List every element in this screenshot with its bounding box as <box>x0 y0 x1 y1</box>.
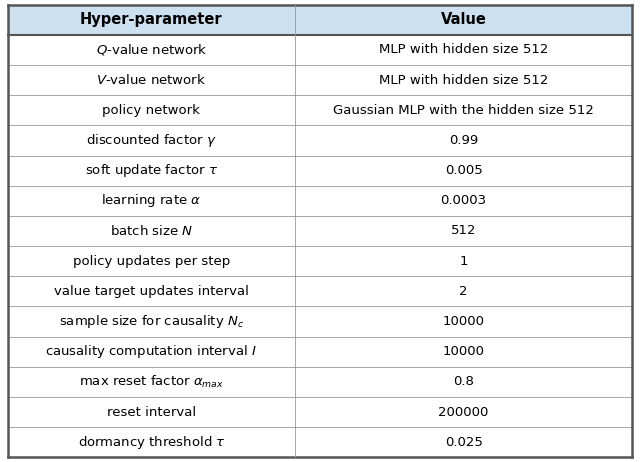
Text: 512: 512 <box>451 225 476 237</box>
Bar <box>8 337 295 367</box>
Text: 1: 1 <box>460 255 468 267</box>
Bar <box>295 306 632 337</box>
Bar <box>295 125 632 156</box>
Bar <box>8 216 295 246</box>
Text: Gaussian MLP with the hidden size 512: Gaussian MLP with the hidden size 512 <box>333 104 594 117</box>
Text: causality computation interval $I$: causality computation interval $I$ <box>45 343 257 360</box>
Bar <box>8 246 295 276</box>
Bar <box>8 427 295 457</box>
Text: 0.005: 0.005 <box>445 164 483 177</box>
Bar <box>295 65 632 95</box>
Text: 10000: 10000 <box>443 315 484 328</box>
Bar <box>8 276 295 306</box>
Bar <box>295 427 632 457</box>
Text: value target updates interval: value target updates interval <box>54 285 249 298</box>
Bar <box>8 306 295 337</box>
Bar <box>295 95 632 125</box>
Text: Value: Value <box>441 12 486 27</box>
Bar <box>295 367 632 397</box>
Text: sample size for causality $N_c$: sample size for causality $N_c$ <box>59 313 244 330</box>
Text: 200000: 200000 <box>438 406 489 419</box>
Text: Hyper-parameter: Hyper-parameter <box>80 12 223 27</box>
Text: batch size $N$: batch size $N$ <box>110 224 193 238</box>
Text: $Q$-value network: $Q$-value network <box>95 43 207 57</box>
Bar <box>295 186 632 216</box>
Bar <box>8 5 295 35</box>
Text: 0.99: 0.99 <box>449 134 478 147</box>
Text: reset interval: reset interval <box>107 406 196 419</box>
Bar <box>8 397 295 427</box>
Bar <box>295 337 632 367</box>
Text: max reset factor $\alpha_{max}$: max reset factor $\alpha_{max}$ <box>79 374 224 390</box>
Text: soft update factor $\tau$: soft update factor $\tau$ <box>85 162 218 179</box>
Text: 10000: 10000 <box>443 345 484 358</box>
Bar <box>8 367 295 397</box>
Bar <box>8 156 295 186</box>
Text: 0.025: 0.025 <box>445 436 483 449</box>
Bar <box>8 35 295 65</box>
Bar <box>295 5 632 35</box>
Text: MLP with hidden size 512: MLP with hidden size 512 <box>379 73 548 86</box>
Bar <box>8 125 295 156</box>
Bar <box>295 246 632 276</box>
Bar <box>8 186 295 216</box>
Bar <box>295 276 632 306</box>
Text: discounted factor $\gamma$: discounted factor $\gamma$ <box>86 132 217 149</box>
Bar <box>295 156 632 186</box>
Text: $V$-value network: $V$-value network <box>96 73 207 87</box>
Bar <box>295 35 632 65</box>
Text: 0.0003: 0.0003 <box>440 195 487 207</box>
Text: 0.8: 0.8 <box>453 376 474 389</box>
Text: 2: 2 <box>460 285 468 298</box>
Bar <box>295 397 632 427</box>
Text: dormancy threshold $\tau$: dormancy threshold $\tau$ <box>77 434 225 451</box>
Text: policy updates per step: policy updates per step <box>73 255 230 267</box>
Text: policy network: policy network <box>102 104 200 117</box>
Bar <box>8 65 295 95</box>
Text: learning rate $\alpha$: learning rate $\alpha$ <box>101 192 202 209</box>
Bar <box>295 216 632 246</box>
Text: MLP with hidden size 512: MLP with hidden size 512 <box>379 43 548 56</box>
Bar <box>8 95 295 125</box>
